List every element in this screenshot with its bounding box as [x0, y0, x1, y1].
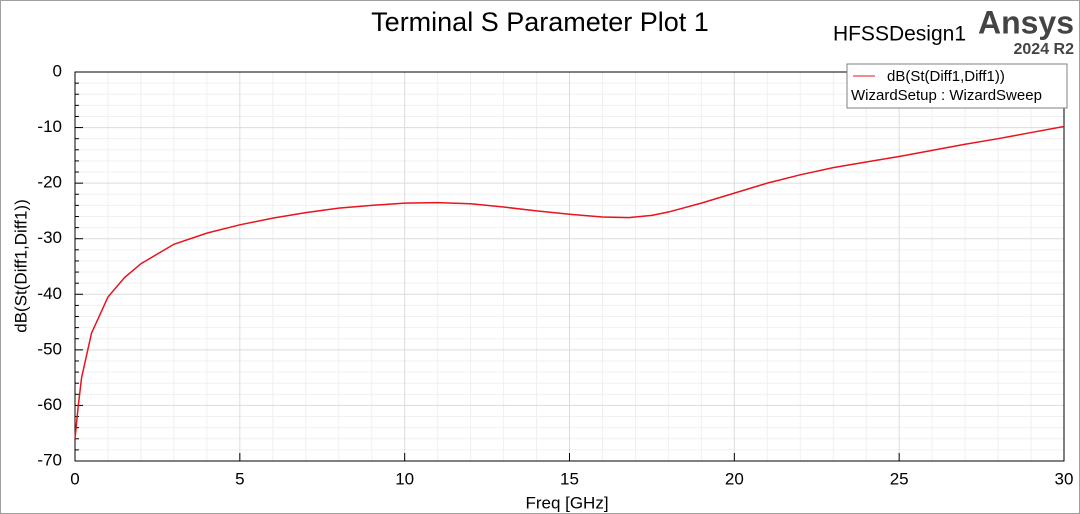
- legend-label: dB(St(Diff1,Diff1)): [887, 68, 1005, 85]
- y-tick-label: -60: [37, 395, 62, 414]
- plot-border: [74, 71, 1065, 462]
- x-tick-label: 20: [725, 469, 744, 488]
- y-tick-label: 0: [53, 61, 62, 80]
- version: 2024 R2: [1014, 41, 1075, 58]
- y-axis-label: dB(St(Diff1,Diff1)): [11, 199, 30, 333]
- x-tick-label: 0: [70, 469, 79, 488]
- legend-subtitle: WizardSetup : WizardSweep: [851, 87, 1042, 104]
- design-name: HFSSDesign1: [833, 23, 966, 46]
- legend-box: [846, 63, 1068, 109]
- x-axis-label: Freq [GHz]: [525, 493, 608, 512]
- y-tick-label: -10: [37, 117, 62, 136]
- x-tick-label: 5: [235, 469, 244, 488]
- x-tick-label: 30: [1055, 469, 1074, 488]
- chart-title: Terminal S Parameter Plot 1: [371, 7, 709, 37]
- brand: Ansys: [978, 4, 1074, 40]
- y-tick-label: -70: [37, 450, 62, 469]
- x-tick-label: 25: [890, 469, 909, 488]
- y-tick-label: -50: [37, 339, 62, 358]
- y-tick-label: -40: [37, 284, 62, 303]
- x-tick-label: 15: [560, 469, 579, 488]
- series-line: [74, 125, 1065, 439]
- x-tick-label: 10: [395, 469, 414, 488]
- y-tick-label: -30: [37, 228, 62, 247]
- y-tick-label: -20: [37, 173, 62, 192]
